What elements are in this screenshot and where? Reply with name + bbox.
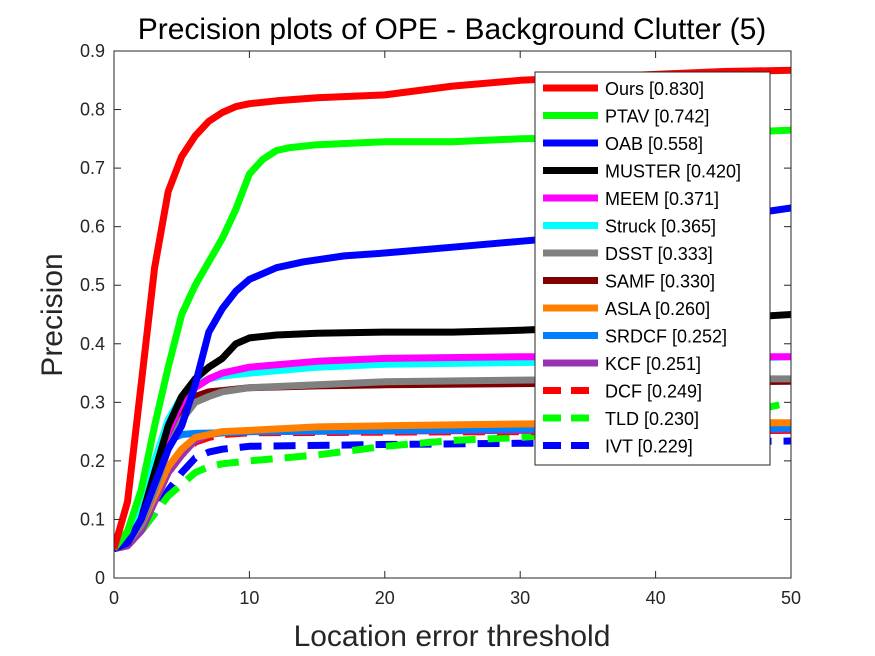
legend-entry-dcf: DCF [0.249] [605, 382, 702, 402]
legend-entry-asla: ASLA [0.260] [605, 299, 710, 319]
legend-entry-muster: MUSTER [0.420] [605, 162, 741, 182]
y-tick-label: 0.3 [80, 392, 105, 412]
y-tick-label: 0.6 [80, 217, 105, 237]
legend-entry-oab: OAB [0.558] [605, 134, 703, 154]
y-tick-label: 0.2 [80, 451, 105, 471]
plot-frame [113, 50, 792, 579]
y-tick-label: 0.9 [80, 41, 105, 61]
legend-entry-ivt: IVT [0.229] [605, 437, 693, 457]
x-tick-label: 10 [239, 588, 259, 608]
chart-title: Precision plots of OPE - Background Clut… [138, 13, 767, 46]
y-tick-label: 0.7 [80, 158, 105, 178]
legend-entry-meem: MEEM [0.371] [605, 189, 719, 209]
y-tick-label: 0 [95, 568, 105, 588]
legend-entry-ptav: PTAV [0.742] [605, 107, 709, 127]
axes: 0 10 20 30 40 50 0 0.1 0.2 0.3 0.4 0.5 0.6 0.7 0.8 0.9 [80, 41, 801, 608]
legend-entry-ours: Ours [0.830] [605, 79, 704, 99]
x-tick-label: 50 [781, 588, 801, 608]
legend-entry-srdcf: SRDCF [0.252] [605, 327, 727, 347]
y-tick-label: 0.8 [80, 100, 105, 120]
y-tick-label: 0.4 [80, 334, 105, 354]
y-tick-label: 0.1 [80, 509, 105, 529]
legend-entry-kcf: KCF [0.251] [605, 354, 701, 374]
x-tick-label: 20 [375, 588, 395, 608]
x-axis-label: Location error threshold [294, 620, 611, 653]
legend: Ours [0.830] PTAV [0.742] OAB [0.558] MUSTE… [534, 71, 771, 466]
x-tick-label: 30 [510, 588, 530, 608]
legend-box [534, 71, 771, 466]
y-axis-label: Precision [36, 253, 69, 376]
legend-entry-samf: SAMF [0.330] [605, 272, 715, 292]
y-tick-label: 0.5 [80, 275, 105, 295]
x-tick-label: 0 [109, 588, 119, 608]
x-tick-label: 40 [646, 588, 666, 608]
legend-entry-struck: Struck [0.365] [605, 217, 716, 237]
legend-entry-dsst: DSST [0.333] [605, 244, 713, 264]
legend-entry-tld: TLD [0.230] [605, 409, 699, 429]
